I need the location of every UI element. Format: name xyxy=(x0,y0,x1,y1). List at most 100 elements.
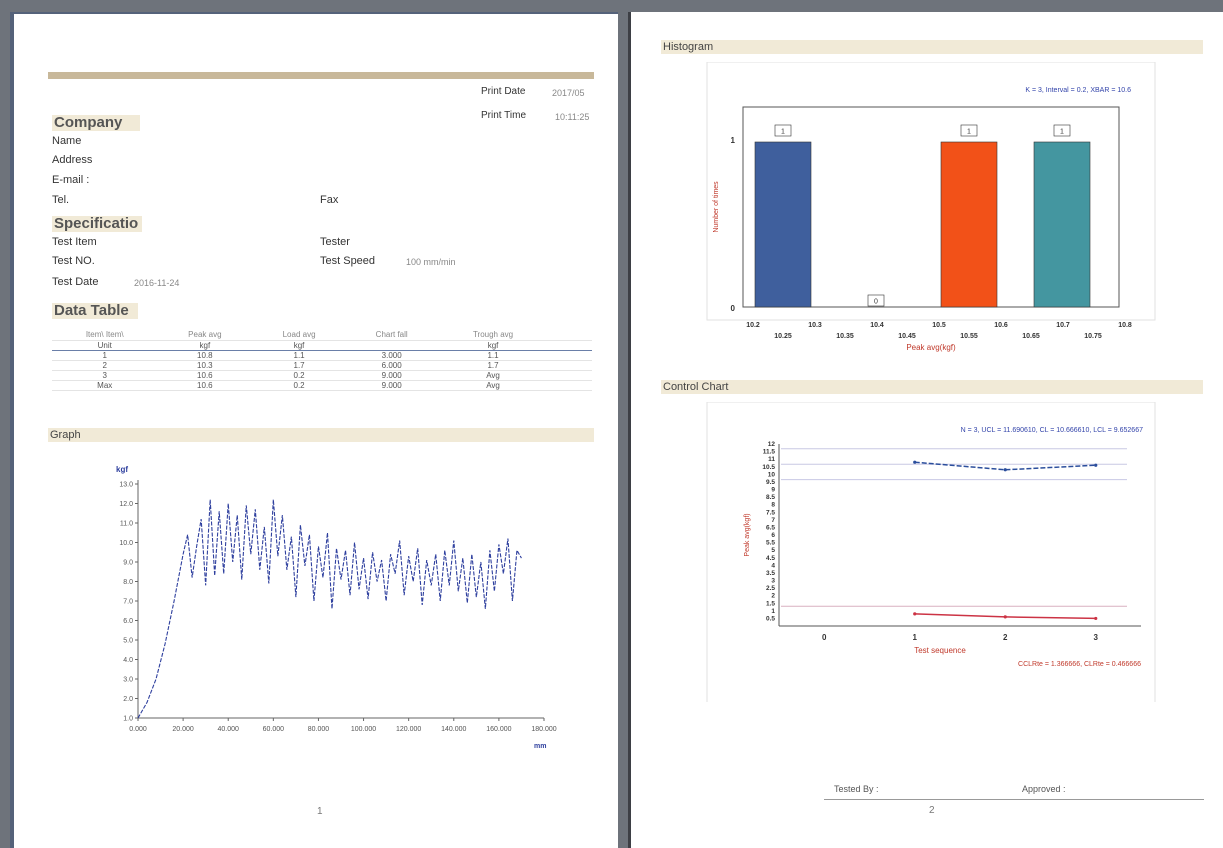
chart-caption: CCLRte = 1.366666, CLRte = 0.466666 xyxy=(1018,661,1141,668)
table-cell xyxy=(577,370,592,381)
bar-count-label: 0 xyxy=(874,299,878,306)
chart-frame xyxy=(706,62,1156,321)
table-cell xyxy=(577,360,592,371)
y-tick-label: 7.0 xyxy=(123,599,133,606)
table-cell: Unit xyxy=(52,340,158,351)
table-cell: Max xyxy=(52,380,158,391)
data-table: Item\ Item\ Peak avg Load avg Chart fall Tro… xyxy=(52,330,592,391)
table-cell: Load avg xyxy=(252,330,346,341)
x-tick-label: 100.000 xyxy=(351,726,376,733)
x-tick-label: 10.75 xyxy=(1084,333,1102,340)
table-cell: 9.000 xyxy=(345,380,438,391)
approved-label: Approved : xyxy=(1022,784,1066,794)
table-cell: kgf xyxy=(157,340,253,351)
y-tick-label: 1.5 xyxy=(766,600,775,607)
series-point xyxy=(913,460,917,464)
page-number: 2 xyxy=(929,805,935,816)
table-cell: 9.000 xyxy=(345,370,438,381)
table-cell: 1 xyxy=(52,350,158,361)
print-time-value: 10:11:25 xyxy=(555,112,590,122)
table-header-row: Item\ Item\ Peak avg Load avg Chart fall Tro… xyxy=(52,330,592,341)
control-chart: N = 3, UCL = 11.690610, CL = 10.666610, … xyxy=(706,402,1156,702)
table-cell xyxy=(345,340,438,351)
control-chart-heading: Control Chart xyxy=(661,380,1203,394)
y-axis-label: Peak avg(kgf) xyxy=(744,513,751,556)
table-cell: kgf xyxy=(252,340,346,351)
y-tick-label: 11 xyxy=(768,456,775,463)
y-tick-label: 9.0 xyxy=(123,560,133,567)
x-tick-label: 10.4 xyxy=(870,322,884,329)
y-tick-label: 10 xyxy=(768,471,776,478)
x-tick-label: 10.45 xyxy=(898,333,916,340)
y-tick-label: 1.0 xyxy=(123,716,133,723)
table-cell: Peak avg xyxy=(157,330,253,341)
table-cell: Avg xyxy=(437,370,549,381)
x-axis-label: Test sequence xyxy=(914,646,966,655)
y-tick-label: 0.5 xyxy=(766,615,775,622)
x-tick-label: 1 xyxy=(913,633,918,642)
table-cell xyxy=(563,340,578,351)
x-unit-label: mm xyxy=(534,743,546,750)
bar-count-box xyxy=(867,294,885,307)
x-tick-label: 10.3 xyxy=(808,322,822,329)
x-tick-label: 40.000 xyxy=(218,726,240,733)
x-tick-label: 180.000 xyxy=(531,726,556,733)
histogram-bar xyxy=(940,141,998,308)
histogram-bar xyxy=(754,141,812,308)
table-cell xyxy=(563,370,578,381)
table-cell: 3.000 xyxy=(345,350,438,361)
table-cell xyxy=(548,350,564,361)
chart-stats: N = 3, UCL = 11.690610, CL = 10.666610, … xyxy=(961,427,1144,434)
x-tick-label: 10.25 xyxy=(774,333,792,340)
y-tick-label: 6.5 xyxy=(766,524,775,531)
y-tick-label: 5 xyxy=(771,547,775,554)
table-cell: 10.3 xyxy=(157,360,253,371)
data-table-heading: Data Table xyxy=(52,303,138,319)
table-cell: 3 xyxy=(52,370,158,381)
y-tick-label: 10.5 xyxy=(762,464,775,471)
table-cell xyxy=(577,380,592,391)
y-tick-label: 2.0 xyxy=(123,696,133,703)
tester-label: Tester xyxy=(320,236,350,248)
table-cell: 1.1 xyxy=(437,350,549,361)
y-tick-label: 8.0 xyxy=(123,579,133,586)
series-point xyxy=(913,612,917,616)
y-tick-label: 7 xyxy=(771,517,775,524)
print-time-label: Print Time xyxy=(481,110,527,121)
table-cell: Trough avg xyxy=(437,330,549,341)
print-date-value: 2017/05 xyxy=(552,88,585,98)
x-tick-label: 10.55 xyxy=(960,333,978,340)
bar-count-label: 1 xyxy=(967,129,971,136)
table-row: 2 10.3 1.7 6.000 1.7 xyxy=(52,360,592,371)
y-tick-label: 0 xyxy=(731,304,736,313)
y-tick-label: 8.5 xyxy=(766,494,775,501)
signature-line xyxy=(824,799,1204,800)
chart-stats: K = 3, Interval = 0.2, XBAR = 10.6 xyxy=(1025,87,1131,94)
table-cell xyxy=(563,360,578,371)
x-tick-label: 10.5 xyxy=(932,322,946,329)
test-date-label: Test Date xyxy=(52,276,99,288)
table-cell: Chart fall xyxy=(345,330,438,341)
histogram-heading: Histogram xyxy=(661,40,1203,54)
x-tick-label: 60.000 xyxy=(263,726,285,733)
y-tick-label: 1 xyxy=(771,608,775,615)
company-heading: Company xyxy=(52,115,140,131)
force-displacement-graph: kgf mm 1.0 2.0 3.0 4.0 5.0 6.0 7.0 8.0 9.0 10.0 11.0… xyxy=(116,465,557,750)
table-cell: 10.6 xyxy=(157,370,253,381)
y-tick-label: 2.5 xyxy=(766,585,775,592)
print-date-label: Print Date xyxy=(481,86,526,97)
y-tick-label: 2 xyxy=(771,593,775,600)
table-cell xyxy=(563,380,578,391)
force-curve xyxy=(137,499,522,719)
bar-count-label: 1 xyxy=(1060,129,1064,136)
y-tick-label: 9 xyxy=(771,487,775,494)
x-tick-label: 3 xyxy=(1094,633,1099,642)
table-unit-row: Unit kgf kgf kgf xyxy=(52,340,592,351)
table-cell xyxy=(548,380,564,391)
y-tick-label: 11.0 xyxy=(120,521,133,528)
tested-by-label: Tested By : xyxy=(834,784,879,794)
x-tick-label: 140.000 xyxy=(441,726,466,733)
y-tick-label: 11.5 xyxy=(763,449,776,456)
report-page-1: Print Date 2017/05 Print Time 10:11:25 C… xyxy=(10,12,618,848)
x-tick-label: 10.6 xyxy=(994,322,1008,329)
